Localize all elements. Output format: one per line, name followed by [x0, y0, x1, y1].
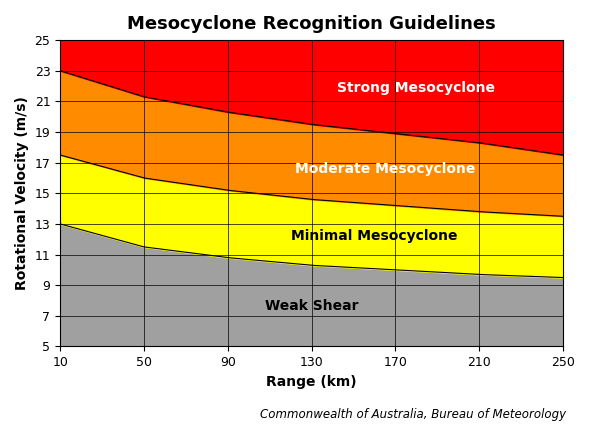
Text: Weak Shear: Weak Shear: [265, 299, 358, 313]
Text: Commonwealth of Australia, Bureau of Meteorology: Commonwealth of Australia, Bureau of Met…: [260, 408, 566, 421]
Text: Moderate Mesocyclone: Moderate Mesocyclone: [295, 162, 475, 176]
Y-axis label: Rotational Velocity (m/s): Rotational Velocity (m/s): [15, 96, 29, 290]
Text: Minimal Mesocyclone: Minimal Mesocyclone: [291, 230, 458, 244]
Title: Mesocyclone Recognition Guidelines: Mesocyclone Recognition Guidelines: [127, 15, 496, 33]
Text: Strong Mesocyclone: Strong Mesocyclone: [337, 81, 496, 95]
X-axis label: Range (km): Range (km): [266, 375, 357, 389]
